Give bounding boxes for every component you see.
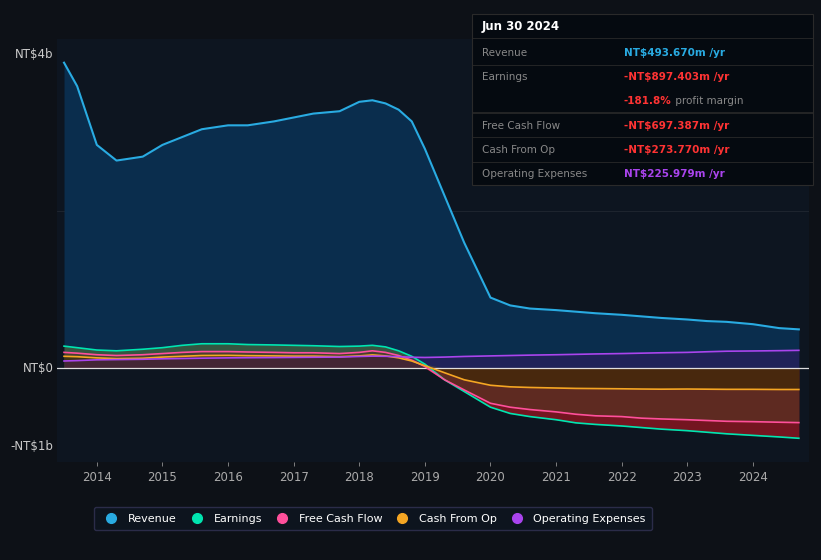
Text: NT$493.670m /yr: NT$493.670m /yr xyxy=(624,48,725,58)
Text: -NT$897.403m /yr: -NT$897.403m /yr xyxy=(624,72,729,82)
Text: Jun 30 2024: Jun 30 2024 xyxy=(482,20,560,32)
Text: profit margin: profit margin xyxy=(672,96,743,106)
Text: NT$0: NT$0 xyxy=(23,362,53,375)
Text: NT$4b: NT$4b xyxy=(16,48,53,62)
Legend: Revenue, Earnings, Free Cash Flow, Cash From Op, Operating Expenses: Revenue, Earnings, Free Cash Flow, Cash … xyxy=(94,507,653,530)
Text: -NT$1b: -NT$1b xyxy=(11,440,53,453)
Text: Earnings: Earnings xyxy=(482,72,527,82)
Text: Operating Expenses: Operating Expenses xyxy=(482,169,587,179)
Text: Cash From Op: Cash From Op xyxy=(482,145,555,155)
Text: -181.8%: -181.8% xyxy=(624,96,672,106)
Text: Revenue: Revenue xyxy=(482,48,527,58)
Text: NT$225.979m /yr: NT$225.979m /yr xyxy=(624,169,725,179)
Text: Free Cash Flow: Free Cash Flow xyxy=(482,121,560,130)
Text: -NT$697.387m /yr: -NT$697.387m /yr xyxy=(624,121,729,130)
Text: -NT$273.770m /yr: -NT$273.770m /yr xyxy=(624,145,730,155)
